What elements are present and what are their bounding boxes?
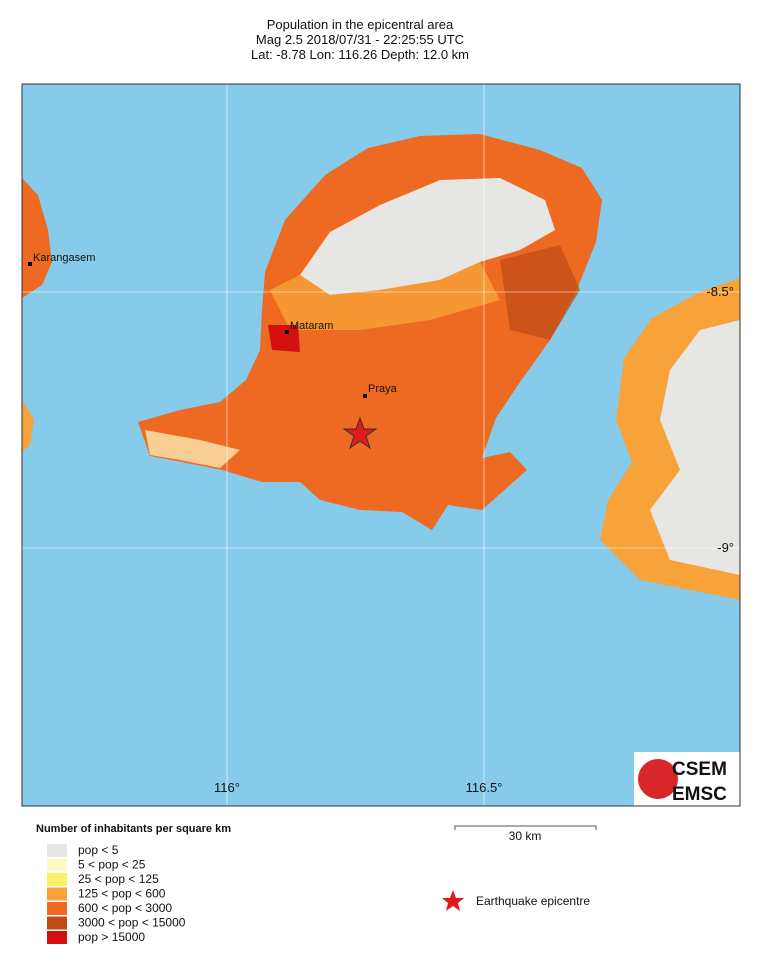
event-info: Mag 2.5 2018/07/31 - 22:25:55 UTC xyxy=(256,32,464,47)
logo-text: CSEM xyxy=(672,759,727,780)
legend-swatch xyxy=(47,916,67,930)
bali xyxy=(22,178,52,298)
map: Karangasem Mataram Praya CSEM EMSC xyxy=(22,84,740,806)
southwest-peninsula xyxy=(145,430,240,468)
north-highland xyxy=(300,178,555,295)
longitude-label: 116.5° xyxy=(466,780,503,795)
legend-label: pop > 15000 xyxy=(78,930,145,944)
legend-swatch xyxy=(47,858,67,872)
latitude-label: -8.5° xyxy=(706,284,734,299)
city-label: Mataram xyxy=(290,320,333,332)
latitude-label: -9° xyxy=(717,540,734,555)
legend-title: Number of inhabitants per square km xyxy=(36,823,231,835)
legend-swatch xyxy=(47,844,67,857)
legend-label: 600 < pop < 3000 xyxy=(78,901,172,915)
legend-swatch xyxy=(47,902,67,915)
logo-text: EMSC xyxy=(672,784,727,805)
mataram-area xyxy=(268,325,300,352)
legend-label: 3000 < pop < 15000 xyxy=(78,916,186,930)
legend-swatch xyxy=(47,873,67,886)
legend-label: pop < 5 xyxy=(78,843,119,857)
scale-label: 30 km xyxy=(509,829,542,843)
scale-bar xyxy=(454,825,597,830)
logo: CSEM EMSC xyxy=(634,752,740,806)
legend-label: 5 < pop < 25 xyxy=(78,858,146,872)
city-marker xyxy=(285,330,289,334)
city-label: Praya xyxy=(368,383,398,395)
epicentre-label: Earthquake epicentre xyxy=(476,894,590,908)
legend-swatch xyxy=(47,931,67,944)
epicentre-star xyxy=(342,416,378,450)
yellow-band xyxy=(270,262,500,330)
legend-star xyxy=(442,890,464,911)
city-label: Karangasem xyxy=(33,252,95,264)
sumbawa-highland xyxy=(650,320,740,575)
bali-south xyxy=(22,400,34,452)
dense-east xyxy=(500,245,580,340)
legend-label: 25 < pop < 125 xyxy=(78,872,159,886)
longitude-label: 116° xyxy=(214,780,240,795)
city-marker xyxy=(363,394,367,398)
map-frame xyxy=(21,83,741,807)
legend-swatch xyxy=(47,887,67,901)
legend-label: 125 < pop < 600 xyxy=(78,887,166,901)
city-marker xyxy=(28,262,32,266)
location-info: Lat: -8.78 Lon: 116.26 Depth: 12.0 km xyxy=(251,47,469,62)
title: Population in the epicentral area xyxy=(267,17,454,32)
